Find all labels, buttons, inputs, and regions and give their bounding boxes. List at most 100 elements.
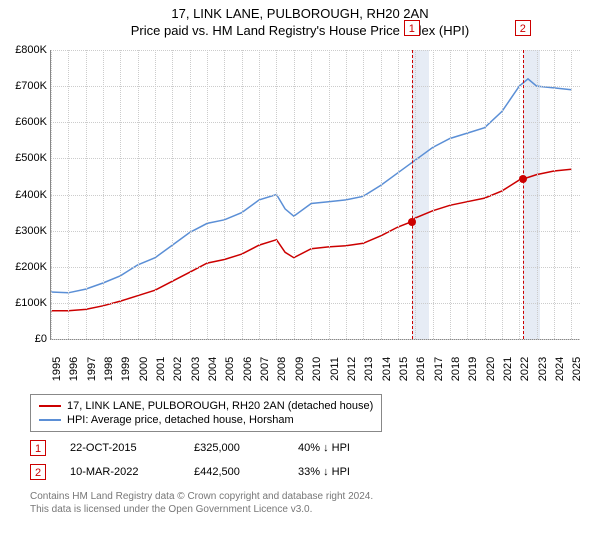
gridline-horizontal bbox=[51, 86, 580, 87]
gridline-vertical bbox=[571, 50, 572, 339]
gridline-vertical bbox=[51, 50, 52, 339]
gridline-vertical bbox=[259, 50, 260, 339]
transaction-row: 1 22-OCT-2015 £325,000 40% ↓ HPI bbox=[30, 440, 580, 456]
gridline-horizontal bbox=[51, 122, 580, 123]
title-block: 17, LINK LANE, PULBOROUGH, RH20 2AN Pric… bbox=[0, 0, 600, 40]
gridline-horizontal bbox=[51, 158, 580, 159]
y-axis-label: £100K bbox=[3, 297, 47, 309]
y-axis-label: £700K bbox=[3, 80, 47, 92]
gridline-vertical bbox=[519, 50, 520, 339]
x-axis-label: 2008 bbox=[276, 357, 288, 381]
transaction-rows: 1 22-OCT-2015 £325,000 40% ↓ HPI 2 10-MAR-202… bbox=[30, 440, 580, 480]
x-axis-label: 2000 bbox=[138, 357, 150, 381]
title-address: 17, LINK LANE, PULBOROUGH, RH20 2AN bbox=[0, 6, 600, 21]
legend-box: 17, LINK LANE, PULBOROUGH, RH20 2AN (det… bbox=[30, 394, 382, 432]
x-axis-label: 2020 bbox=[485, 357, 497, 381]
transaction-price: £442,500 bbox=[194, 466, 274, 478]
transaction-date: 10-MAR-2022 bbox=[70, 466, 170, 478]
below-chart: 17, LINK LANE, PULBOROUGH, RH20 2AN (det… bbox=[0, 390, 600, 516]
legend-swatch bbox=[39, 405, 61, 407]
plot-region: £0£100K£200K£300K£400K£500K£600K£700K£80… bbox=[50, 50, 580, 340]
marker-label: 2 bbox=[515, 20, 531, 36]
x-axis-label: 1998 bbox=[103, 357, 115, 381]
x-axis-label: 2021 bbox=[502, 357, 514, 381]
x-axis-label: 2015 bbox=[398, 357, 410, 381]
x-axis-label: 2016 bbox=[415, 357, 427, 381]
y-axis-label: £400K bbox=[3, 189, 47, 201]
x-axis-label: 2010 bbox=[311, 357, 323, 381]
x-axis-label: 2001 bbox=[155, 357, 167, 381]
x-axis-label: 1999 bbox=[120, 357, 132, 381]
gridline-vertical bbox=[329, 50, 330, 339]
transaction-badge: 2 bbox=[30, 464, 46, 480]
gridline-vertical bbox=[242, 50, 243, 339]
y-axis-label: £0 bbox=[3, 333, 47, 345]
x-axis-label: 2022 bbox=[519, 357, 531, 381]
gridline-vertical bbox=[120, 50, 121, 339]
legend-item: HPI: Average price, detached house, Hors… bbox=[39, 413, 373, 427]
x-axis-label: 2002 bbox=[172, 357, 184, 381]
x-axis-label: 2019 bbox=[467, 357, 479, 381]
gridline-vertical bbox=[554, 50, 555, 339]
gridline-vertical bbox=[537, 50, 538, 339]
x-axis-label: 2007 bbox=[259, 357, 271, 381]
gridline-vertical bbox=[415, 50, 416, 339]
gridline-vertical bbox=[433, 50, 434, 339]
marker-line bbox=[412, 50, 413, 339]
gridline-vertical bbox=[485, 50, 486, 339]
gridline-horizontal bbox=[51, 339, 580, 340]
y-axis-label: £200K bbox=[3, 261, 47, 273]
x-axis-label: 1996 bbox=[68, 357, 80, 381]
gridline-vertical bbox=[276, 50, 277, 339]
chart-area: £0 £100K £200K £300K £400K £500K £600K £700K £80… bbox=[0, 40, 600, 390]
legend-label: HPI: Average price, detached house, Hors… bbox=[67, 414, 294, 426]
x-axis-label: 2013 bbox=[363, 357, 375, 381]
gridline-vertical bbox=[103, 50, 104, 339]
gridline-vertical bbox=[138, 50, 139, 339]
footer-text: Contains HM Land Registry data © Crown c… bbox=[30, 490, 580, 516]
x-axis-label: 2003 bbox=[190, 357, 202, 381]
gridline-vertical bbox=[68, 50, 69, 339]
transaction-point bbox=[519, 175, 527, 183]
transaction-row: 2 10-MAR-2022 £442,500 33% ↓ HPI bbox=[30, 464, 580, 480]
title-subtitle: Price paid vs. HM Land Registry's House … bbox=[0, 23, 600, 38]
transaction-pct: 33% ↓ HPI bbox=[298, 466, 408, 478]
gridline-vertical bbox=[502, 50, 503, 339]
gridline-vertical bbox=[398, 50, 399, 339]
transaction-point bbox=[408, 218, 416, 226]
transaction-price: £325,000 bbox=[194, 442, 274, 454]
transaction-date: 22-OCT-2015 bbox=[70, 442, 170, 454]
y-axis-label: £500K bbox=[3, 152, 47, 164]
gridline-vertical bbox=[190, 50, 191, 339]
gridline-vertical bbox=[172, 50, 173, 339]
transaction-pct: 40% ↓ HPI bbox=[298, 442, 408, 454]
gridline-vertical bbox=[450, 50, 451, 339]
footer-line1: Contains HM Land Registry data © Crown c… bbox=[30, 490, 580, 503]
gridline-horizontal bbox=[51, 267, 580, 268]
gridline-vertical bbox=[381, 50, 382, 339]
gridline-horizontal bbox=[51, 231, 580, 232]
y-axis-label: £600K bbox=[3, 116, 47, 128]
y-axis-label: £300K bbox=[3, 225, 47, 237]
legend-item: 17, LINK LANE, PULBOROUGH, RH20 2AN (det… bbox=[39, 399, 373, 413]
gridline-vertical bbox=[294, 50, 295, 339]
x-axis-label: 2006 bbox=[242, 357, 254, 381]
x-axis-label: 2012 bbox=[346, 357, 358, 381]
gridline-horizontal bbox=[51, 195, 580, 196]
transaction-badge: 1 bbox=[30, 440, 46, 456]
gridline-vertical bbox=[207, 50, 208, 339]
x-axis-label: 2023 bbox=[537, 357, 549, 381]
legend-label: 17, LINK LANE, PULBOROUGH, RH20 2AN (det… bbox=[67, 400, 373, 412]
x-axis-label: 1995 bbox=[51, 357, 63, 381]
gridline-vertical bbox=[224, 50, 225, 339]
chart-container: 17, LINK LANE, PULBOROUGH, RH20 2AN Pric… bbox=[0, 0, 600, 560]
x-axis-label: 2005 bbox=[224, 357, 236, 381]
x-axis-label: 2011 bbox=[329, 357, 341, 381]
x-axis-label: 2024 bbox=[554, 357, 566, 381]
gridline-vertical bbox=[467, 50, 468, 339]
y-axis-label: £800K bbox=[3, 44, 47, 56]
gridline-vertical bbox=[311, 50, 312, 339]
x-axis-label: 2018 bbox=[450, 357, 462, 381]
x-axis-label: 2017 bbox=[433, 357, 445, 381]
x-axis-label: 2004 bbox=[207, 357, 219, 381]
